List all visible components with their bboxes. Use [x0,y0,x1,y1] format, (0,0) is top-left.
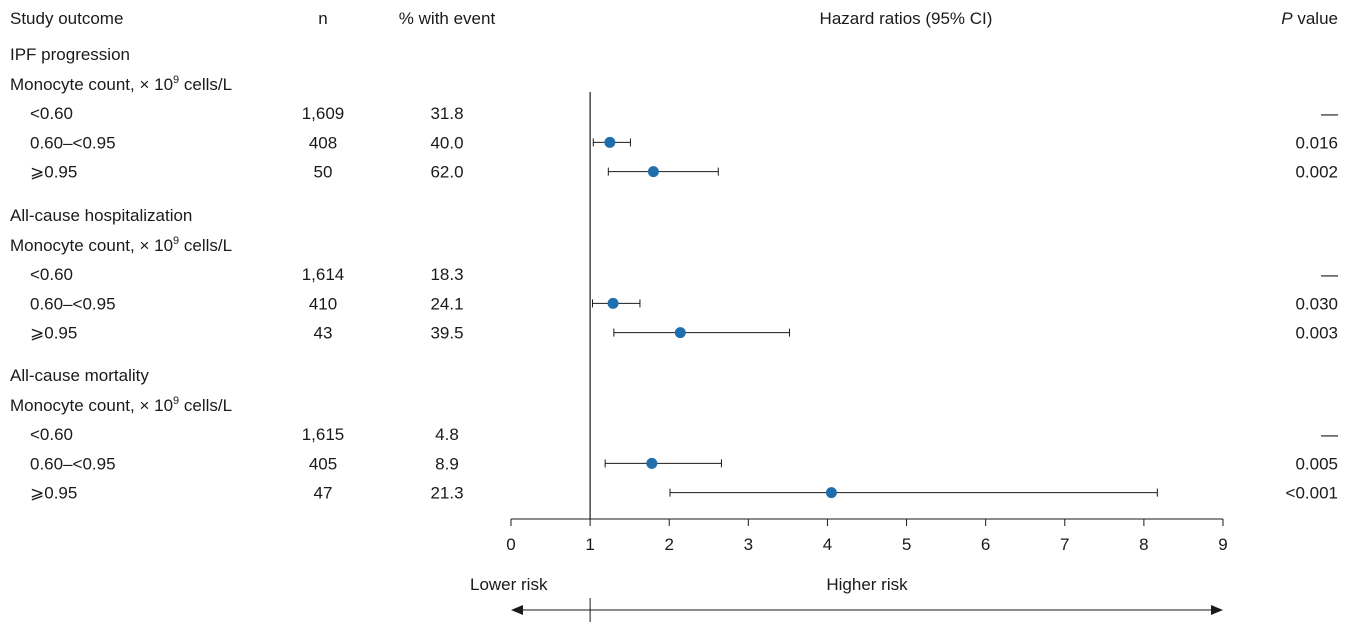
row-p-value: <0.001 [1286,484,1338,503]
table-row: ⩾0.95 43 39.5 0.003 [30,324,1338,343]
row-p-value: 0.030 [1295,294,1338,313]
row-p-value: 0.005 [1295,454,1338,473]
x-tick-label: 4 [823,535,832,554]
row-category-label: <0.60 [30,425,73,444]
subheader-superscript: 9 [173,74,179,86]
row-n-value: 1,615 [302,425,345,444]
header-study-outcome: Study outcome [10,9,123,28]
outcome-group: All-cause mortality Monocyte count, × 109… [10,366,1338,503]
hazard-ratio-point [825,487,837,499]
table-row: 0.60–<0.95 405 8.9 0.005 [30,454,1338,473]
subheader-prefix: Monocyte count, × 10 [10,236,173,255]
hazard-ratio-point [674,327,686,339]
group-title: All-cause mortality [10,366,149,385]
subheader-superscript: 9 [173,235,179,247]
hazard-ratio-point [604,136,616,148]
table-row: ⩾0.95 50 62.0 0.002 [30,163,1338,182]
header-pct-event: % with event [399,9,496,28]
group-title: All-cause hospitalization [10,206,192,225]
row-pct-value: 18.3 [430,265,463,284]
subheader-suffix: cells/L [179,75,232,94]
table-row: 0.60–<0.95 408 40.0 0.016 [30,133,1338,152]
row-n-value: 1,609 [302,104,345,123]
x-tick-label: 7 [1060,535,1069,554]
table-row: ⩾0.95 47 21.3 <0.001 [30,484,1338,503]
row-n-value: 410 [309,294,337,313]
x-axis: 0 1 2 3 4 5 6 7 8 9 [506,92,1228,622]
row-pct-value: 8.9 [435,454,459,473]
table-row: <0.60 1,614 18.3 — [30,265,1338,284]
row-p-value: 0.016 [1295,133,1338,152]
x-tick-label: 5 [902,535,911,554]
hazard-ratio-marks [591,136,1158,499]
header-n: n [318,9,327,28]
row-p-value: — [1321,104,1338,123]
table-row: <0.60 1,609 31.8 — [30,104,1338,123]
group-subheader: Monocyte count, × 109 cells/L [10,74,232,94]
row-category-label: <0.60 [30,104,73,123]
x-tick-label: 1 [585,535,594,554]
lower-risk-arrowhead [511,605,523,615]
outcome-group: All-cause hospitalization Monocyte count,… [10,206,1338,343]
subheader-suffix: cells/L [179,236,232,255]
row-p-value: 0.003 [1295,324,1338,343]
outcome-group: IPF progression Monocyte count, × 109 cel… [10,45,1338,182]
group-subheader: Monocyte count, × 109 cells/L [10,395,232,415]
x-tick-label: 9 [1218,535,1227,554]
row-pct-value: 62.0 [430,163,463,182]
header-p-italic: P [1281,9,1293,28]
x-tick-label: 3 [744,535,753,554]
row-p-value: — [1321,265,1338,284]
table-row: <0.60 1,615 4.8 — [30,425,1338,444]
group-subheader: Monocyte count, × 109 cells/L [10,235,232,255]
row-n-value: 43 [314,324,333,343]
x-tick-label: 6 [981,535,990,554]
header-hazard-ratios: Hazard ratios (95% CI) [820,9,993,28]
hazard-ratio-point [647,166,659,178]
row-n-value: 47 [314,484,333,503]
header-p-value: P value [1281,9,1338,28]
row-category-label: 0.60–<0.95 [30,454,116,473]
lower-risk-label: Lower risk [470,575,548,594]
hazard-ratio-point [607,297,619,309]
row-category-label: 0.60–<0.95 [30,133,116,152]
row-pct-value: 40.0 [430,133,463,152]
subheader-prefix: Monocyte count, × 10 [10,75,173,94]
subheader-suffix: cells/L [179,396,232,415]
row-pct-value: 31.8 [430,104,463,123]
row-category-label: 0.60–<0.95 [30,294,116,313]
row-pct-value: 39.5 [430,324,463,343]
row-n-value: 405 [309,454,337,473]
row-p-value: — [1321,425,1338,444]
higher-risk-arrowhead [1211,605,1223,615]
row-n-value: 408 [309,133,337,152]
header-p-rest: value [1293,9,1338,28]
x-tick-label: 2 [664,535,673,554]
subheader-superscript: 9 [173,395,179,407]
group-title: IPF progression [10,45,130,64]
x-tick-label: 0 [506,535,515,554]
hazard-ratio-point [646,457,658,469]
table-row: 0.60–<0.95 410 24.1 0.030 [30,294,1338,313]
x-tick-label: 8 [1139,535,1148,554]
row-n-value: 50 [314,163,333,182]
row-n-value: 1,614 [302,265,345,284]
row-category-label: <0.60 [30,265,73,284]
row-pct-value: 4.8 [435,425,459,444]
row-p-value: 0.002 [1295,163,1338,182]
row-category-label: ⩾0.95 [30,484,77,503]
higher-risk-label: Higher risk [826,575,908,594]
row-category-label: ⩾0.95 [30,163,77,182]
row-category-label: ⩾0.95 [30,324,77,343]
row-pct-value: 21.3 [430,484,463,503]
row-pct-value: 24.1 [430,294,463,313]
subheader-prefix: Monocyte count, × 10 [10,396,173,415]
